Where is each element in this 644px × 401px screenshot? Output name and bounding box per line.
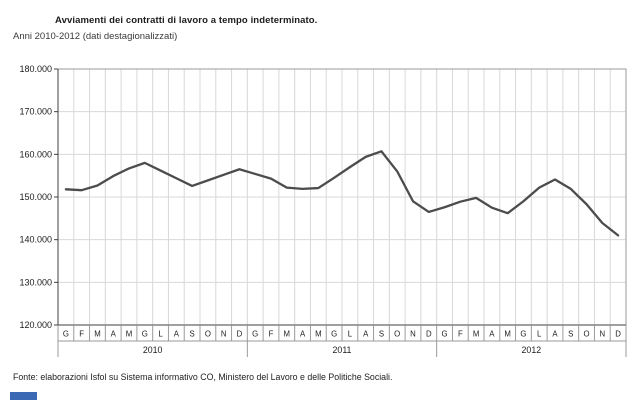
month-tick-label: F <box>269 330 274 339</box>
month-tick-label: M <box>315 330 322 339</box>
month-tick-label: L <box>348 330 353 339</box>
month-tick-label: D <box>615 330 621 339</box>
year-axis: 2010 2011 2012 <box>57 341 627 357</box>
month-tick-label: G <box>63 330 69 339</box>
year-tick-label: 2010 <box>143 345 163 355</box>
month-tick-label: G <box>520 330 526 339</box>
series-line <box>64 150 620 237</box>
month-tick-label: D <box>426 330 432 339</box>
month-tick-label: O <box>584 330 590 339</box>
month-tick-label: O <box>394 330 400 339</box>
month-tick-label: D <box>237 330 243 339</box>
month-tick-label: A <box>300 330 306 339</box>
month-tick-label: M <box>126 330 133 339</box>
y-tick-label: 140.000 <box>19 235 52 245</box>
y-tick-label: 120.000 <box>19 320 52 330</box>
month-tick-label: M <box>284 330 291 339</box>
month-tick-label: A <box>111 330 117 339</box>
month-tick-label: G <box>142 330 148 339</box>
month-tick-label: M <box>473 330 480 339</box>
month-tick-label: A <box>174 330 180 339</box>
month-tick-label: M <box>94 330 101 339</box>
y-tick-label: 130.000 <box>19 277 52 287</box>
month-tick-label: G <box>442 330 448 339</box>
month-tick-label: F <box>458 330 463 339</box>
y-tick-label: 160.000 <box>19 149 52 159</box>
source-note: Fonte: elaborazioni Isfol su Sistema inf… <box>13 372 393 382</box>
y-tick-label: 180.000 <box>19 64 52 74</box>
month-tick-label: A <box>489 330 495 339</box>
y-tick-label: 170.000 <box>19 107 52 117</box>
month-tick-label: S <box>190 330 195 339</box>
month-tick-label: O <box>205 330 211 339</box>
footer-blue-mark <box>10 392 37 400</box>
month-tick-label: L <box>158 330 163 339</box>
month-tick-label: G <box>252 330 258 339</box>
month-tick-label: S <box>379 330 384 339</box>
plot-gridlines-horizontal <box>58 111 626 283</box>
month-tick-label: S <box>568 330 573 339</box>
month-tick-label: G <box>331 330 337 339</box>
year-tick-label: 2012 <box>522 345 542 355</box>
month-tick-label: A <box>363 330 369 339</box>
y-tick-label: 150.000 <box>19 192 52 202</box>
y-axis-labels: 180.000 170.000 160.000 150.000 140.000 130.0… <box>19 64 58 330</box>
month-tick-label: A <box>552 330 558 339</box>
month-tick-label: L <box>537 330 542 339</box>
chart-title: Avviamenti dei contratti di lavoro a tem… <box>55 15 318 26</box>
month-tick-label: F <box>79 330 84 339</box>
month-tick-label: M <box>504 330 511 339</box>
year-tick-label: 2011 <box>333 345 352 355</box>
month-tick-label: N <box>410 330 416 339</box>
month-tick-label: N <box>600 330 606 339</box>
month-tick-label: N <box>221 330 227 339</box>
chart-subtitle: Anni 2010-2012 (dati destagionalizzati) <box>13 31 178 42</box>
